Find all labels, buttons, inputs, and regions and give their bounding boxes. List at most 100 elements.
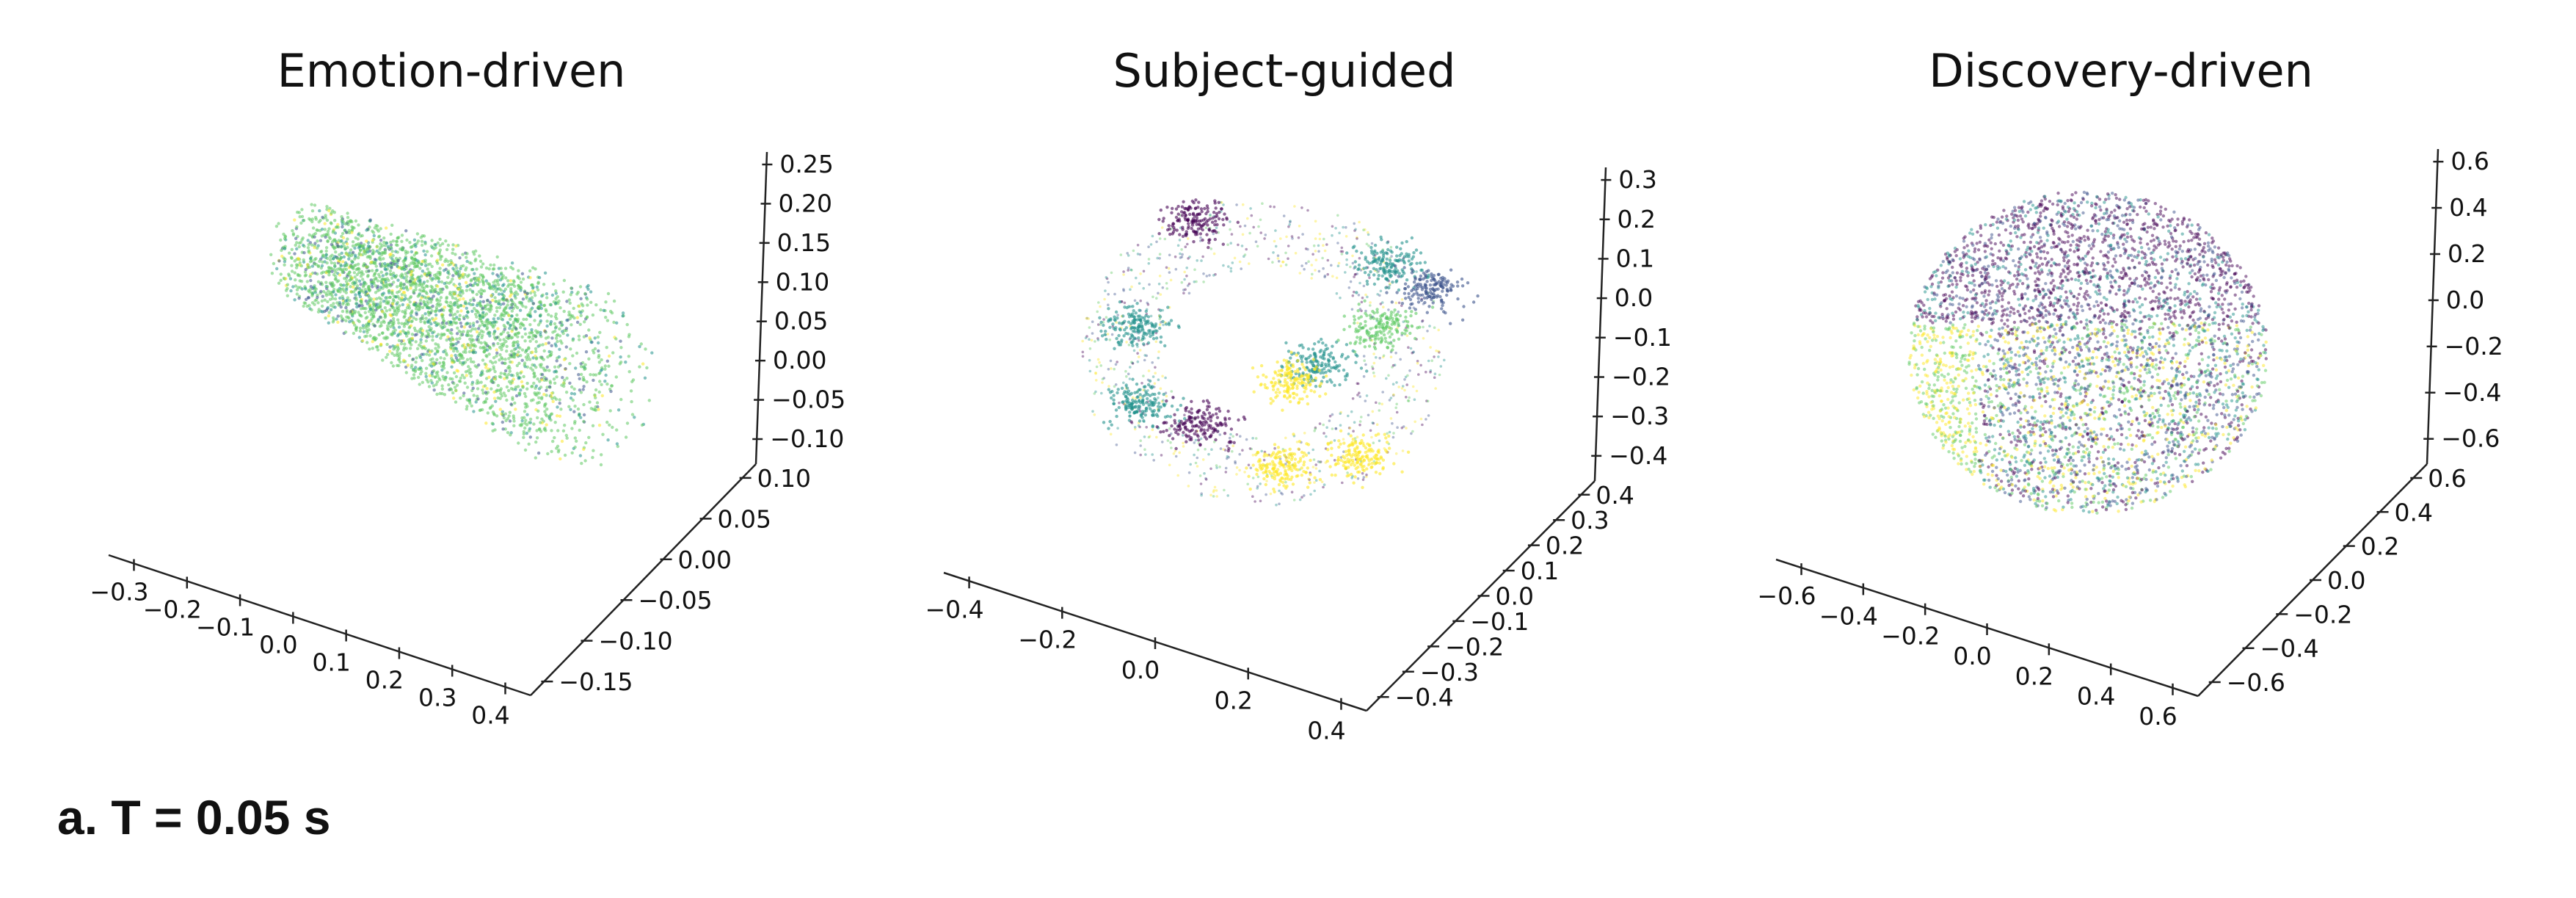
data-point (346, 216, 350, 220)
data-point (1212, 252, 1216, 256)
data-point (382, 236, 386, 240)
data-point (335, 225, 339, 229)
data-point (487, 352, 491, 356)
data-point (1088, 369, 1092, 373)
data-point (1181, 434, 1185, 437)
data-point (643, 376, 647, 380)
data-point (1429, 371, 1432, 374)
data-point (1229, 269, 1233, 273)
data-point (1115, 336, 1118, 341)
data-point (1381, 258, 1385, 262)
data-point (1427, 269, 1430, 272)
data-point (1415, 261, 1419, 265)
data-point (1229, 228, 1231, 231)
data-point (1147, 245, 1150, 249)
data-point (1318, 422, 1322, 425)
data-point (578, 428, 581, 432)
data-point (1460, 284, 1465, 288)
data-point (501, 296, 506, 300)
data-point (365, 330, 369, 334)
data-point (415, 264, 419, 268)
data-point (503, 369, 508, 373)
data-point (1157, 397, 1160, 399)
data-point (409, 272, 413, 277)
data-point (545, 324, 549, 328)
data-point (1139, 299, 1142, 303)
data-point (582, 402, 586, 407)
data-point (529, 399, 534, 402)
data-point (321, 275, 325, 279)
data-point (393, 262, 397, 267)
data-point (1230, 233, 1234, 236)
data-point (421, 314, 424, 318)
data-point (424, 374, 428, 378)
data-point (435, 380, 440, 384)
data-point (374, 272, 377, 275)
data-point (357, 279, 362, 283)
data-point (410, 256, 413, 259)
data-point (1358, 220, 1361, 224)
data-point (520, 358, 524, 362)
data-point (439, 303, 443, 306)
data-point (1303, 267, 1306, 271)
data-point (1131, 329, 1135, 333)
data-point (330, 269, 334, 273)
data-point (594, 303, 598, 307)
data-point (1372, 352, 1375, 355)
data-point (1186, 218, 1190, 222)
data-point (577, 373, 581, 377)
data-point (379, 227, 382, 231)
data-point (481, 333, 484, 337)
data-point (421, 269, 425, 273)
data-point (1095, 365, 1099, 369)
data-point (492, 267, 496, 271)
data-point (1389, 266, 1393, 269)
data-point (1416, 293, 1420, 297)
data-point (1144, 309, 1149, 314)
data-point (1163, 344, 1167, 348)
data-point (1245, 438, 1248, 441)
data-point (507, 334, 511, 338)
data-point (1430, 292, 1434, 296)
data-point (579, 372, 583, 377)
data-point (353, 257, 357, 261)
data-point (1399, 247, 1402, 250)
data-point (456, 340, 460, 344)
data-point (363, 311, 367, 314)
data-point (1127, 344, 1131, 347)
y-tick-label: 0.05 (718, 504, 771, 533)
data-point (1155, 297, 1158, 300)
data-point (559, 457, 562, 461)
data-point (476, 320, 479, 324)
data-point (455, 337, 459, 341)
data-point (1414, 288, 1418, 292)
data-point (310, 308, 313, 312)
data-point (400, 267, 404, 271)
data-point (1186, 237, 1190, 240)
data-point (457, 293, 461, 297)
data-point (354, 278, 359, 282)
data-point (532, 381, 536, 385)
data-point (536, 401, 539, 405)
data-point (1417, 373, 1420, 376)
data-point (439, 258, 443, 261)
data-point (1431, 301, 1435, 305)
data-point (485, 355, 489, 358)
data-point (463, 381, 467, 385)
data-point (1361, 326, 1365, 330)
data-point (531, 384, 534, 388)
data-point (402, 358, 406, 362)
data-point (428, 274, 432, 278)
data-point (394, 243, 399, 247)
data-point (600, 366, 604, 370)
data-point (508, 419, 512, 423)
data-point (1278, 489, 1281, 493)
data-point (481, 280, 485, 283)
data-point (458, 273, 462, 277)
data-point (397, 236, 401, 239)
data-point (1353, 265, 1357, 269)
data-point (454, 253, 457, 256)
data-point (297, 242, 301, 245)
data-point (534, 366, 538, 369)
data-point (1120, 338, 1124, 342)
